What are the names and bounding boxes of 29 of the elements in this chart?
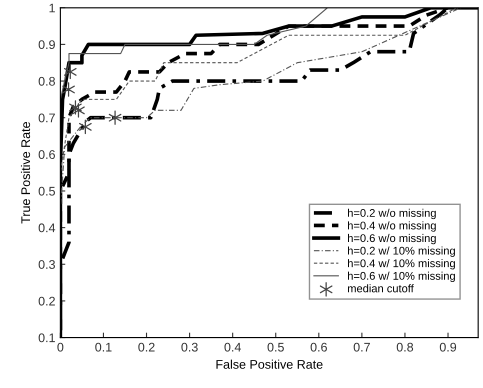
y-tick-label: 0.2 xyxy=(38,296,55,306)
y-tick-label: 1 xyxy=(50,4,55,12)
x-tick-label: 0.2 xyxy=(138,342,155,352)
y-tick-label: 0.4 xyxy=(38,223,56,232)
x-axis-title: False Positive Rate xyxy=(216,360,323,369)
y-tick-label: 0.1 xyxy=(38,333,55,342)
x-tick-label: 0 xyxy=(57,342,64,352)
x-tick-label: 0.3 xyxy=(181,342,198,352)
y-tick-label: 0.9 xyxy=(38,40,55,50)
y-tick-label: 0.7 xyxy=(38,113,55,122)
legend-label: h=0.6 w/o missing xyxy=(348,234,436,244)
y-tick-label: 0.6 xyxy=(38,150,55,159)
x-tick-label: 0.7 xyxy=(354,342,370,352)
x-tick-label: 0.9 xyxy=(440,342,456,352)
x-tick-label: 0.5 xyxy=(268,342,284,352)
x-tick-label: 0.8 xyxy=(396,342,414,352)
legend-label: h=0.4 w/ 10% missing xyxy=(348,259,455,270)
x-tick-label: 0.4 xyxy=(224,342,241,352)
y-tick-label: 0.5 xyxy=(38,186,55,196)
y-axis-title: True Positive Rate xyxy=(20,122,30,224)
legend-label: h=0.4 w/o missing xyxy=(348,221,436,232)
legend-label: h=0.2 w/o missing xyxy=(348,208,436,220)
legend-label: h=0.6 w/ 10% missing xyxy=(348,272,455,282)
legend-label: h=0.2 w/ 10% missing xyxy=(348,246,455,257)
y-tick-label: 0.8 xyxy=(38,76,55,86)
y-tick-label: 0.3 xyxy=(38,260,55,269)
x-tick-label: 0.1 xyxy=(95,342,112,352)
x-tick-label: 0.6 xyxy=(310,342,327,352)
legend-label: median cutoff xyxy=(348,284,414,292)
